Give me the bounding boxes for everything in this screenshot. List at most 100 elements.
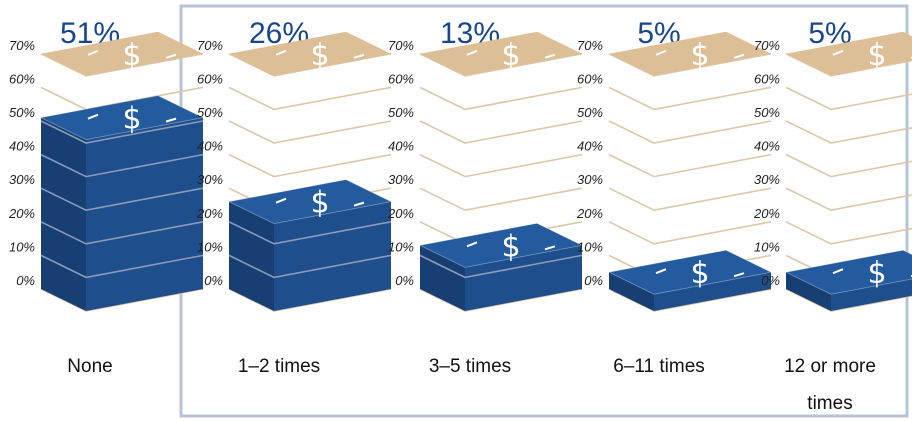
bar-top-outline [39,95,205,141]
dash-mark [275,197,287,204]
dash-mark [165,117,177,123]
y-tick-label: 60% [197,71,223,86]
bar-dollar-sign: $ [867,256,886,291]
gridline [785,221,912,245]
y-tick-label: 0% [16,273,35,288]
y-tick-label: 20% [196,206,223,221]
y-tick-label: 70% [754,38,780,53]
y-tick-label: 60% [754,71,780,86]
bar-group-3: 5%0%10%20%30%40%50%60%70% $$6–11 times [576,17,773,377]
cap-sheet [41,31,203,76]
y-tick-label: 60% [388,71,414,86]
category-label: times [807,393,852,414]
cap-sheet [420,31,582,76]
y-tick-label: 10% [754,239,780,254]
bar-top-outline [607,249,773,295]
gridline [608,153,772,178]
y-tick-label: 50% [754,105,780,120]
y-tick-label: 50% [9,105,35,120]
dash-mark [353,201,365,207]
bar-slice-line [40,221,204,245]
bar-front-face [465,245,582,311]
bar-front-face [274,201,391,311]
gridline [785,153,912,178]
dash-mark [466,49,478,56]
bar-group-4: 5%0%10%20%30%40%50%60%70% $$12 or moretim… [753,17,912,414]
dollar-sign: $ [690,38,709,73]
y-tick-label: 10% [577,239,603,254]
gridline [608,187,772,212]
gridline [228,120,392,144]
category-label: 1–2 times [238,356,320,377]
y-tick-label: 60% [577,71,603,86]
gridline [608,120,772,144]
dash-mark [165,53,177,59]
y-tick-label: 70% [197,38,223,53]
y-tick-label: 30% [9,172,35,187]
dash-mark [353,53,365,59]
y-tick-label: 40% [197,139,223,154]
gridline [785,120,912,144]
y-tick-label: 20% [753,206,780,221]
bar-top-face [609,250,771,295]
y-tick-label: 30% [197,172,223,187]
dollar-sign: $ [310,38,329,73]
y-tick-label: 50% [577,105,603,120]
gridline [419,120,583,144]
bar-side-face [786,272,831,311]
y-tick-label: 40% [754,139,780,154]
bar-group-0: 51%0%10%20%30%40%50%60%70% $$None [8,17,205,377]
y-tick-label: 70% [577,38,603,53]
bar-top-outline [227,179,393,225]
gridline [785,187,912,212]
y-tick-label: 30% [577,172,603,187]
bar-top-face [420,223,582,268]
dash-mark [544,53,556,59]
y-tick-label: 10% [197,239,223,254]
dash-mark [544,245,556,251]
y-tick-label: 40% [577,139,603,154]
y-tick-label: 0% [204,273,223,288]
gridline [419,86,583,111]
cap-sheet [229,31,391,76]
bar-front-face [654,272,771,311]
y-tick-label: 20% [576,206,603,221]
gridline [228,86,392,111]
bar-dollar-sign: $ [122,102,141,137]
bar-slice-line [419,254,583,279]
gridline [785,86,912,111]
y-tick-label: 0% [395,273,414,288]
category-label: 3–5 times [429,356,511,377]
gridline [419,187,583,212]
dash-mark [655,49,667,56]
dash-mark [87,49,99,56]
cap-sheet [609,31,771,76]
bar-slice-line [228,221,392,245]
y-tick-label: 70% [388,38,414,53]
cap-sheet [786,31,912,76]
gridline [608,221,772,245]
y-tick-label: 40% [9,139,35,154]
dash-mark [466,241,478,248]
y-tick-label: 30% [754,172,780,187]
bar-slice-line [40,254,204,279]
bar-top-outline [784,249,912,295]
bar-slice-line [228,254,392,279]
bar-side-face [609,272,654,311]
y-tick-label: 30% [388,172,414,187]
y-tick-label: 20% [387,206,414,221]
gridline [228,153,392,178]
y-tick-label: 40% [388,139,414,154]
bar-side-face [229,201,274,311]
bar-slice-line [40,153,204,178]
y-tick-label: 20% [8,206,35,221]
dash-mark [733,272,745,278]
dash-mark [832,268,844,275]
dash-mark [832,49,844,56]
y-tick-label: 50% [197,105,223,120]
dollar-sign: $ [867,38,886,73]
gridline [608,86,772,111]
bar-group-2: 13%0%10%20%30%40%50%60%70% $$3–5 times [387,17,584,377]
category-label: 12 or more [784,356,876,377]
